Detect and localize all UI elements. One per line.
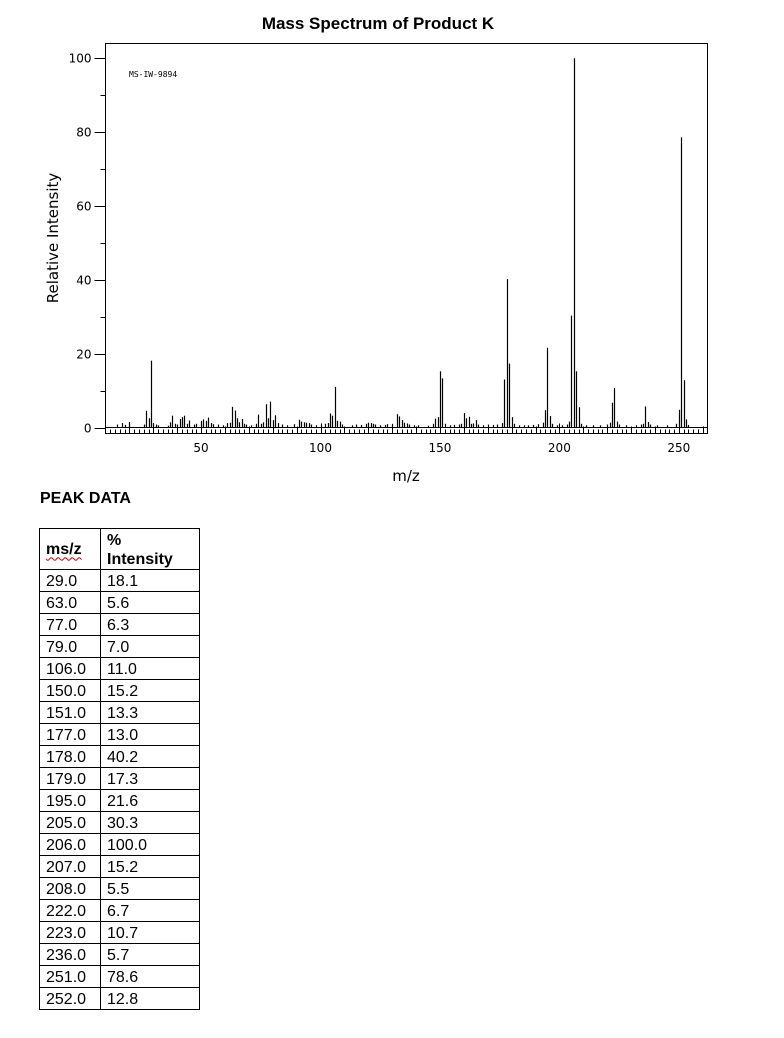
peak-table-row: 178.0 40.2	[39, 745, 200, 768]
x-tick-label: 100	[309, 441, 332, 455]
intensity-cell: 18.1	[100, 569, 200, 592]
y-tick-label: 0	[84, 422, 92, 436]
intensity-cell: 13.0	[100, 723, 200, 746]
y-tick-label: 100	[69, 52, 92, 66]
y-tick-label: 80	[76, 126, 91, 140]
peak-table-row: 223.0 10.7	[39, 921, 200, 944]
intensity-cell: 100.0	[100, 833, 200, 856]
mz-cell: 207.0	[39, 855, 101, 878]
intensity-column-header: % Intensity	[100, 528, 200, 570]
intensity-cell: 12.8	[100, 987, 200, 1010]
peak-table-row: 106.0 11.0	[39, 657, 200, 680]
x-tick-label: 50	[193, 441, 208, 455]
peak-table-row: 195.0 21.6	[39, 789, 200, 812]
mz-cell: 222.0	[39, 899, 101, 922]
mz-column-header: ms/z	[39, 528, 101, 570]
mz-cell: 79.0	[39, 635, 101, 658]
intensity-cell: 21.6	[100, 789, 200, 812]
intensity-cell: 10.7	[100, 921, 200, 944]
mz-cell: 206.0	[39, 833, 101, 856]
peak-table-row: 252.0 12.8	[39, 987, 200, 1010]
peak-table-row: 63.0 5.6	[39, 591, 200, 614]
x-axis: 50 100 150 200 250	[105, 423, 708, 455]
chart-title: Mass Spectrum of Product K	[262, 14, 495, 33]
peak-table-body: 29.0 18.1 63.0 5.6 77.0 6.3 79.0 7.0 106.0 11.0 15…	[39, 569, 200, 1010]
mz-cell: 208.0	[39, 877, 101, 900]
x-tick-label: 200	[548, 441, 571, 455]
x-tick-label: 150	[428, 441, 451, 455]
intensity-cell: 5.7	[100, 943, 200, 966]
peak-data-table: ms/z % Intensity 29.0 18.1 63.0 5.6 77.0 6.3 7…	[39, 528, 200, 1010]
mz-cell: 106.0	[39, 657, 101, 680]
y-tick-label: 60	[76, 200, 91, 214]
mz-cell: 77.0	[39, 613, 101, 636]
peak-table-row: 222.0 6.7	[39, 899, 200, 922]
mz-cell: 178.0	[39, 745, 101, 768]
intensity-cell: 5.5	[100, 877, 200, 900]
mz-cell: 251.0	[39, 965, 101, 988]
mz-cell: 252.0	[39, 987, 101, 1010]
peak-table-header-row: ms/z % Intensity	[39, 528, 200, 570]
y-axis-label: Relative Intensity	[44, 173, 62, 304]
intensity-word: Intensity	[107, 551, 173, 568]
mz-cell: 179.0	[39, 767, 101, 790]
intensity-cell: 30.3	[100, 811, 200, 834]
x-tick-label: 250	[667, 441, 690, 455]
mz-cell: 223.0	[39, 921, 101, 944]
intensity-cell: 15.2	[100, 679, 200, 702]
intensity-cell: 13.3	[100, 701, 200, 724]
plot-frame	[105, 43, 708, 434]
x-axis-label: m/z	[392, 467, 420, 485]
mz-cell: 205.0	[39, 811, 101, 834]
intensity-cell: 78.6	[100, 965, 200, 988]
intensity-cell: 40.2	[100, 745, 200, 768]
peak-table-row: 251.0 78.6	[39, 965, 200, 988]
mz-cell: 195.0	[39, 789, 101, 812]
y-tick-label: 40	[76, 274, 91, 288]
mz-cell: 236.0	[39, 943, 101, 966]
mz-cell: 63.0	[39, 591, 101, 614]
intensity-cell: 11.0	[100, 657, 200, 680]
intensity-cell: 7.0	[100, 635, 200, 658]
peak-table-row: 206.0 100.0	[39, 833, 200, 856]
intensity-cell: 15.2	[100, 855, 200, 878]
peak-bars	[116, 58, 690, 428]
mz-cell: 151.0	[39, 701, 101, 724]
peak-table-row: 151.0 13.3	[39, 701, 200, 724]
peak-table-row: 150.0 15.2	[39, 679, 200, 702]
mass-spectrum-chart: Mass Spectrum of Product K MS-IW-9894 0 2…	[44, 14, 708, 485]
y-tick-label: 20	[76, 348, 91, 362]
intensity-cell: 6.7	[100, 899, 200, 922]
peak-table-row: 207.0 15.2	[39, 855, 200, 878]
peak-table-row: 179.0 17.3	[39, 767, 200, 790]
mz-cell: 177.0	[39, 723, 101, 746]
mz-column-header-text: ms/z	[46, 540, 82, 558]
intensity-cell: 5.6	[100, 591, 200, 614]
percent-symbol: %	[107, 532, 122, 549]
peak-table-row: 177.0 13.0	[39, 723, 200, 746]
spectrum-id-label: MS-IW-9894	[129, 70, 177, 79]
intensity-cell: 17.3	[100, 767, 200, 790]
peak-table-row: 208.0 5.5	[39, 877, 200, 900]
mz-cell: 29.0	[39, 569, 101, 592]
intensity-cell: 6.3	[100, 613, 200, 636]
peak-data-heading: PEAK DATA	[40, 490, 131, 507]
y-axis: 0 20 40 60 80 100	[69, 52, 106, 436]
mz-cell: 150.0	[39, 679, 101, 702]
peak-table-row: 29.0 18.1	[39, 569, 200, 592]
peak-table-row: 79.0 7.0	[39, 635, 200, 658]
peak-table-row: 236.0 5.7	[39, 943, 200, 966]
peak-table-row: 205.0 30.3	[39, 811, 200, 834]
peak-table-row: 77.0 6.3	[39, 613, 200, 636]
